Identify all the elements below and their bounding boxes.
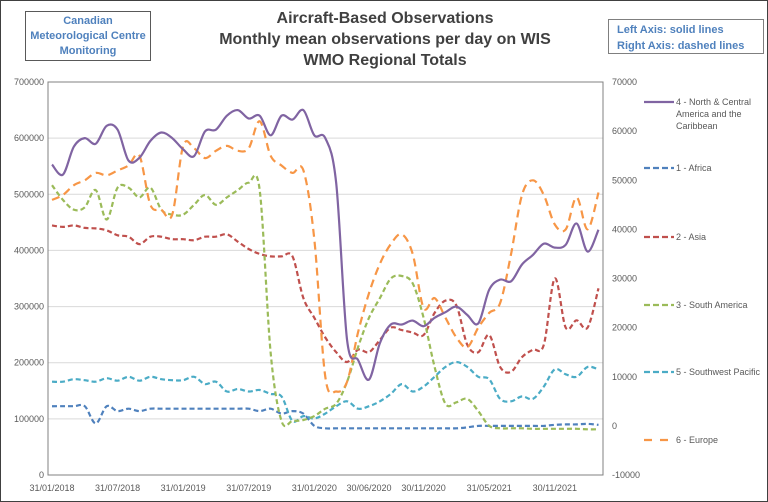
- org-line-2: Meteorological Centre: [30, 30, 146, 42]
- axis-note-box: Left Axis: solid lines Right Axis: dashe…: [608, 19, 764, 54]
- series-line-4: [51, 108, 600, 381]
- legend-label: Caribbean: [676, 121, 718, 131]
- right-tick-label: 40000: [612, 224, 637, 234]
- x-tick-label: 30/11/2020: [401, 483, 445, 493]
- left-tick-label: 500000: [14, 189, 44, 199]
- right-axis-ticks: -10000 0 10000 20000 30000 40000 50000 60000 700…: [612, 77, 640, 480]
- org-line-3: Monitoring: [59, 45, 117, 57]
- title-line-3: WMO Regional Totals: [303, 52, 467, 69]
- x-tick-label: 30/06/2020: [346, 483, 391, 493]
- series-line-6: [51, 120, 600, 395]
- org-line-1: Canadian: [63, 15, 113, 27]
- right-tick-label: 50000: [612, 175, 637, 185]
- x-tick-label: 31/07/2019: [226, 483, 271, 493]
- chart-title: Aircraft-Based Observations Monthly mean…: [170, 8, 600, 71]
- axis-note-left: Left Axis: solid lines: [617, 24, 724, 36]
- legend-label: America and the: [676, 109, 742, 119]
- legend-label: 5 - Southwest Pacific: [676, 367, 761, 377]
- left-tick-label: 300000: [14, 302, 44, 312]
- series-line-5: [51, 360, 599, 423]
- left-tick-label: 200000: [14, 358, 44, 368]
- plot-area-frame: [47, 81, 604, 476]
- legend-label: 2 - Asia: [676, 232, 706, 242]
- legend-label: 4 - North & Central: [676, 97, 751, 107]
- left-tick-label: 0: [39, 470, 44, 480]
- x-axis-ticks: 31/01/2018 31/07/2018 31/01/2019 31/07/2019…: [29, 483, 576, 493]
- right-tick-label: 20000: [612, 323, 637, 333]
- left-axis-ticks: 0 100000 200000 300000 400000 500000 600000 700…: [14, 77, 44, 480]
- x-tick-label: 30/11/2021: [533, 483, 577, 493]
- x-tick-label: 31/07/2018: [95, 483, 140, 493]
- title-line-1: Aircraft-Based Observations: [276, 10, 494, 27]
- right-tick-label: 70000: [612, 77, 637, 87]
- left-tick-label: 100000: [14, 414, 44, 424]
- right-tick-label: 60000: [612, 126, 637, 136]
- right-tick-label: 30000: [612, 274, 637, 284]
- left-tick-label: 700000: [14, 77, 44, 87]
- left-tick-label: 600000: [14, 133, 44, 143]
- legend-label: 1 - Africa: [676, 163, 712, 173]
- series-line-1: [51, 403, 599, 430]
- org-label-box: Canadian Meteorological Centre Monitorin…: [25, 11, 151, 61]
- legend: 4 - North & Central America and the Caribb…: [644, 97, 761, 445]
- x-tick-label: 31/01/2019: [161, 483, 206, 493]
- legend-label: 3 - South America: [676, 300, 748, 310]
- right-tick-label: -10000: [612, 470, 640, 480]
- legend-label: 6 - Europe: [676, 435, 718, 445]
- axis-note-right: Right Axis: dashed lines: [617, 40, 745, 52]
- x-tick-label: 31/01/2018: [29, 483, 74, 493]
- x-tick-label: 31/01/2020: [292, 483, 337, 493]
- series-lines: [51, 108, 600, 431]
- title-line-2: Monthly mean observations per day on WIS: [219, 31, 551, 48]
- right-tick-label: 10000: [612, 372, 637, 382]
- gridlines: [48, 81, 603, 420]
- series-line-2: [51, 224, 600, 374]
- right-tick-label: 0: [612, 421, 617, 431]
- series-line-3: [51, 174, 599, 431]
- x-tick-label: 31/05/2021: [467, 483, 512, 493]
- left-tick-label: 400000: [14, 245, 44, 255]
